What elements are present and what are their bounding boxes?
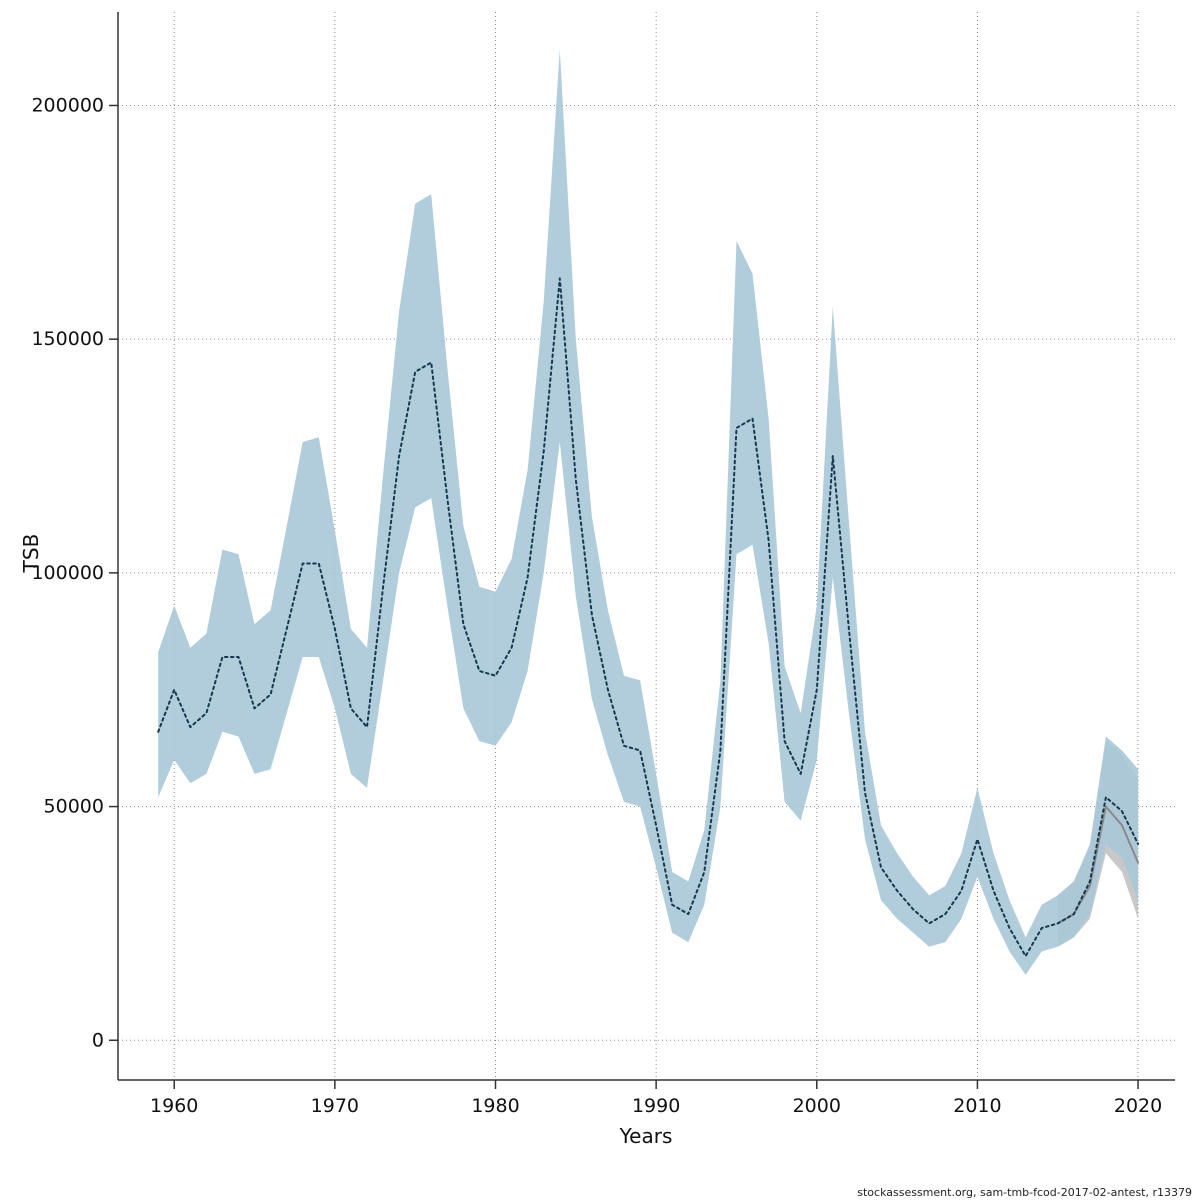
y-tick-label: 100000: [31, 562, 104, 584]
y-axis-title: TSB: [19, 534, 43, 574]
y-tick-label: 0: [92, 1029, 104, 1051]
x-tick-label: 2020: [1114, 1095, 1162, 1117]
x-tick-label: 2010: [953, 1095, 1001, 1117]
x-axis-title: Years: [619, 1124, 673, 1148]
mean-line-previous-assessment: [1056, 805, 1140, 925]
plot-generated-content: 1960 1970 1980 1990 2000 2010 2020 0 50000 100000…: [31, 12, 1175, 1117]
x-tick-label: 1960: [150, 1095, 198, 1117]
y-tick-label: 50000: [44, 796, 104, 818]
mean-line-current-assessment: [157, 277, 1140, 958]
x-tick-label: 1970: [311, 1095, 359, 1117]
x-tick-label: 2000: [793, 1095, 841, 1117]
y-tick-label: 150000: [31, 328, 104, 350]
footer-credit: stockassessment.org, sam-tmb-fcod-2017-0…: [857, 1186, 1192, 1199]
y-tick-label: 200000: [31, 94, 104, 116]
x-tick-label: 1990: [632, 1095, 680, 1117]
x-tick-label: 1980: [471, 1095, 519, 1117]
confidence-band-current-assessment: [158, 49, 1139, 975]
